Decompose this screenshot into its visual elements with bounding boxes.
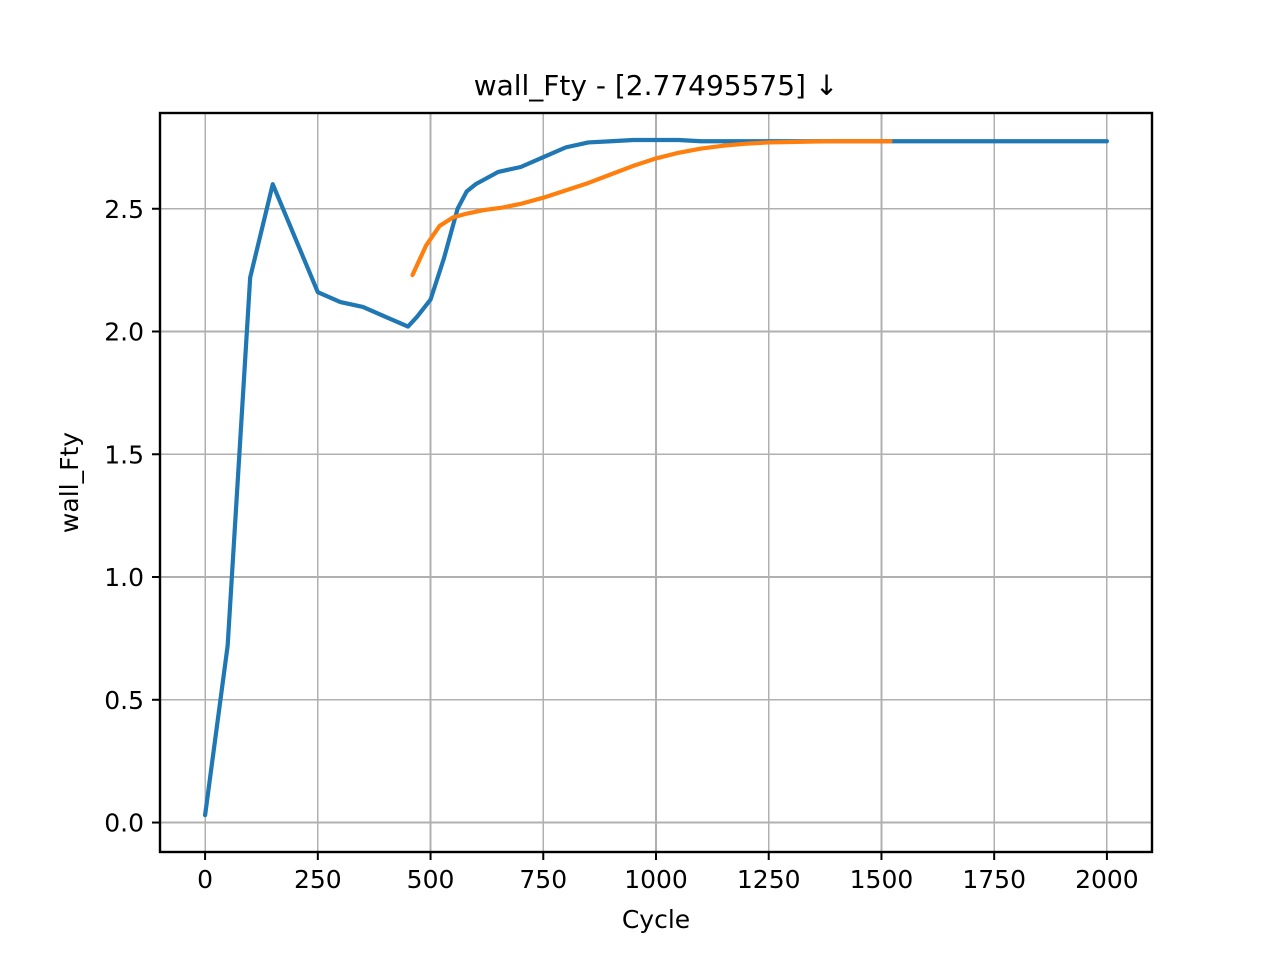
- y-tick-label: 2.5: [104, 195, 144, 224]
- x-tick-label: 1000: [624, 865, 688, 894]
- x-axis-label: Cycle: [622, 905, 690, 934]
- x-tick-label: 2000: [1075, 865, 1139, 894]
- y-tick-label: 2.0: [104, 318, 144, 347]
- x-tick-label: 0: [197, 865, 213, 894]
- gridlines: [160, 113, 1152, 852]
- data-line-series_2: [410, 139, 893, 278]
- x-tick-label: 500: [407, 865, 455, 894]
- y-tick-label: 1.0: [104, 563, 144, 592]
- y-axis-tick-labels: 0.0 0.5 1.0 1.5 2.0 2.5: [104, 195, 144, 838]
- y-axis-label: wall_Fty: [55, 432, 84, 533]
- x-tick-label: 1500: [850, 865, 914, 894]
- x-axis-tick-labels: 0 250 500 750 1000 1250 1500 1750 2000: [197, 865, 1139, 894]
- x-tick-label: 1250: [737, 865, 801, 894]
- y-tick-label: 1.5: [104, 440, 144, 469]
- y-tick-label: 0.5: [104, 686, 144, 715]
- axis-tickmarks: [152, 207, 1108, 860]
- x-tick-label: 250: [294, 865, 342, 894]
- data-series-group: [202, 137, 1110, 818]
- y-tick-label: 0.0: [104, 809, 144, 838]
- page-title: wall_Fty - [2.77495575] ↓: [474, 69, 839, 102]
- x-tick-label: 1750: [962, 865, 1026, 894]
- x-tick-label: 750: [519, 865, 567, 894]
